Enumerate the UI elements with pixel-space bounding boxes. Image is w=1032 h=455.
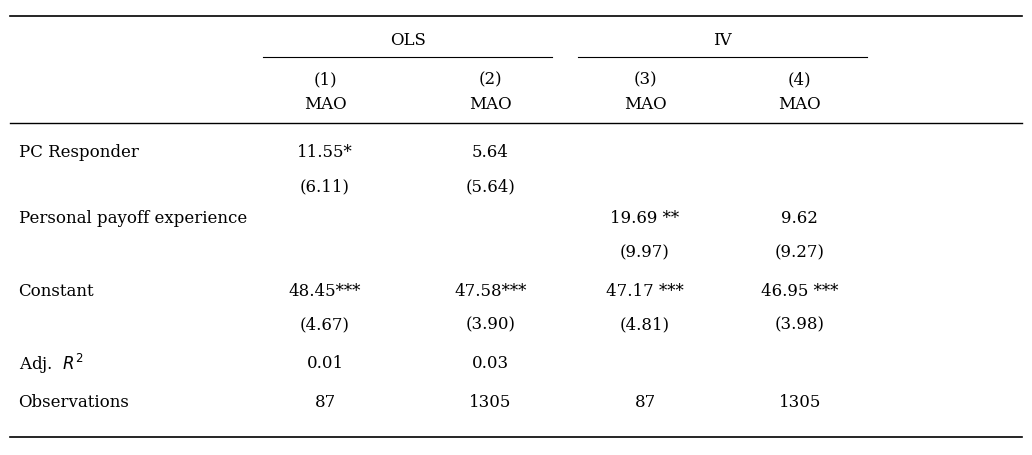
Text: 48.45***: 48.45***: [289, 283, 361, 300]
Text: 5.64: 5.64: [472, 144, 509, 161]
Text: (4.81): (4.81): [620, 317, 670, 334]
Text: 0.03: 0.03: [472, 355, 509, 373]
Text: (5.64): (5.64): [465, 178, 515, 195]
Text: 47.17 ***: 47.17 ***: [606, 283, 684, 300]
Text: 46.95 ***: 46.95 ***: [762, 283, 838, 300]
Text: PC Responder: PC Responder: [19, 144, 138, 161]
Text: 9.62: 9.62: [781, 210, 818, 227]
Text: Personal payoff experience: Personal payoff experience: [19, 210, 247, 227]
Text: 11.55*: 11.55*: [297, 144, 353, 161]
Text: (3.90): (3.90): [465, 317, 515, 334]
Text: 0.01: 0.01: [307, 355, 344, 373]
Text: OLS: OLS: [390, 32, 425, 50]
Text: IV: IV: [713, 32, 732, 50]
Text: (3): (3): [634, 71, 656, 88]
Text: (6.11): (6.11): [300, 178, 350, 195]
Text: (3.98): (3.98): [775, 317, 825, 334]
Text: (4): (4): [788, 71, 811, 88]
Text: 87: 87: [315, 394, 335, 411]
Text: 87: 87: [635, 394, 655, 411]
Text: 19.69 **: 19.69 **: [611, 210, 679, 227]
Text: (1): (1): [314, 71, 336, 88]
Text: (9.27): (9.27): [775, 244, 825, 261]
Text: 47.58***: 47.58***: [454, 283, 526, 300]
Text: Adj.  $R^2$: Adj. $R^2$: [19, 352, 84, 376]
Text: MAO: MAO: [469, 96, 512, 113]
Text: 1305: 1305: [469, 394, 512, 411]
Text: (2): (2): [479, 71, 502, 88]
Text: Constant: Constant: [19, 283, 94, 300]
Text: 1305: 1305: [778, 394, 821, 411]
Text: MAO: MAO: [623, 96, 667, 113]
Text: MAO: MAO: [778, 96, 821, 113]
Text: (4.67): (4.67): [300, 317, 350, 334]
Text: MAO: MAO: [303, 96, 347, 113]
Text: (9.97): (9.97): [620, 244, 670, 261]
Text: Observations: Observations: [19, 394, 129, 411]
